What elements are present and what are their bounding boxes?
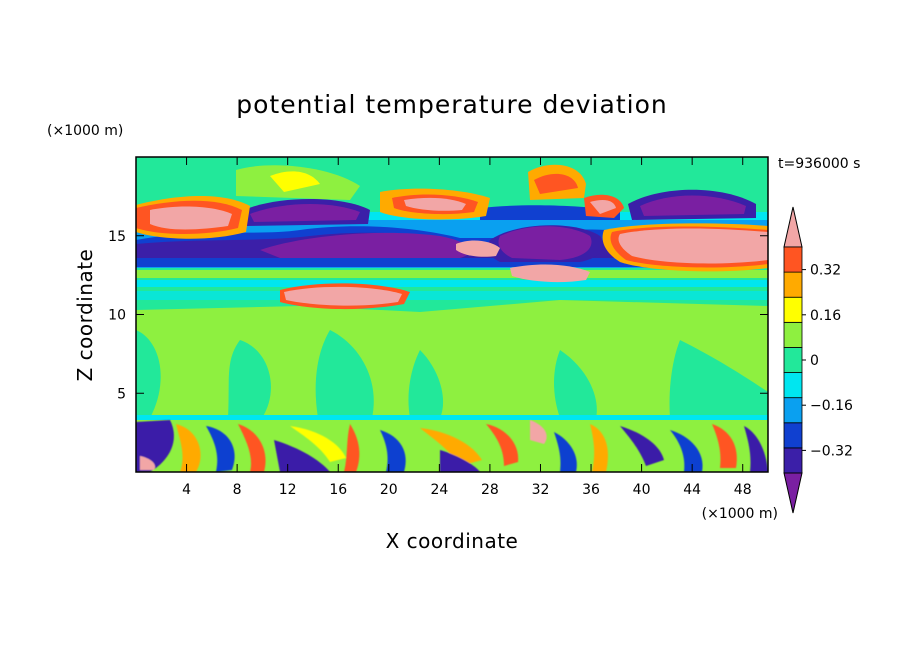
y-tick-label: 10	[108, 308, 126, 324]
x-tick-label: 32	[532, 482, 550, 498]
x-tick-label: 16	[329, 482, 347, 498]
colorbar-swatch	[783, 271, 803, 298]
colorbar-swatch	[783, 372, 803, 399]
x-tick-label: 20	[380, 482, 398, 498]
x-tick-label: 40	[633, 482, 651, 498]
y-unit-label: (×1000 m)	[47, 123, 123, 139]
x-unit-label: (×1000 m)	[702, 506, 778, 522]
x-axis-ticks: 4 8 12 16 20 24 28 32 36 40 44 48	[182, 157, 752, 498]
colorbar-label: −0.16	[810, 398, 853, 414]
x-tick-label: 24	[430, 482, 448, 498]
x-tick-label: 8	[233, 482, 242, 498]
x-axis-label: X coordinate	[386, 529, 519, 553]
colorbar-swatch	[783, 447, 803, 474]
y-axis-label: Z coordinate	[73, 249, 97, 382]
chart-title: potential temperature deviation	[236, 90, 667, 119]
plot-area	[136, 157, 768, 472]
colorbar-top-triangle	[783, 206, 803, 248]
y-axis-ticks: 5 10 15	[108, 229, 768, 402]
x-tick-label: 12	[279, 482, 297, 498]
x-tick-label: 44	[683, 482, 701, 498]
y-tick-label: 15	[108, 229, 126, 245]
y-tick-label: 5	[117, 386, 126, 402]
x-tick-label: 36	[582, 482, 600, 498]
colorbar-swatch	[783, 397, 803, 424]
colorbar-label: 0	[810, 353, 819, 369]
colorbar-swatch	[783, 296, 803, 323]
colorbar-bottom-triangle	[783, 472, 803, 514]
x-tick-label: 48	[734, 482, 752, 498]
x-tick-label: 4	[182, 482, 191, 498]
colorbar-label: 0.16	[810, 308, 841, 324]
colorbar-swatch	[783, 246, 803, 273]
colorbar-swatch	[783, 347, 803, 373]
x-tick-label: 28	[481, 482, 499, 498]
colorbar-label: −0.32	[810, 443, 853, 459]
time-label: t=936000 s	[778, 156, 860, 172]
colorbar-swatch	[783, 321, 803, 348]
colorbar-swatch	[783, 422, 803, 449]
colorbar: 0.32 0.16 0 −0.16 −0.32	[783, 206, 853, 514]
colorbar-label: 0.32	[810, 263, 841, 279]
